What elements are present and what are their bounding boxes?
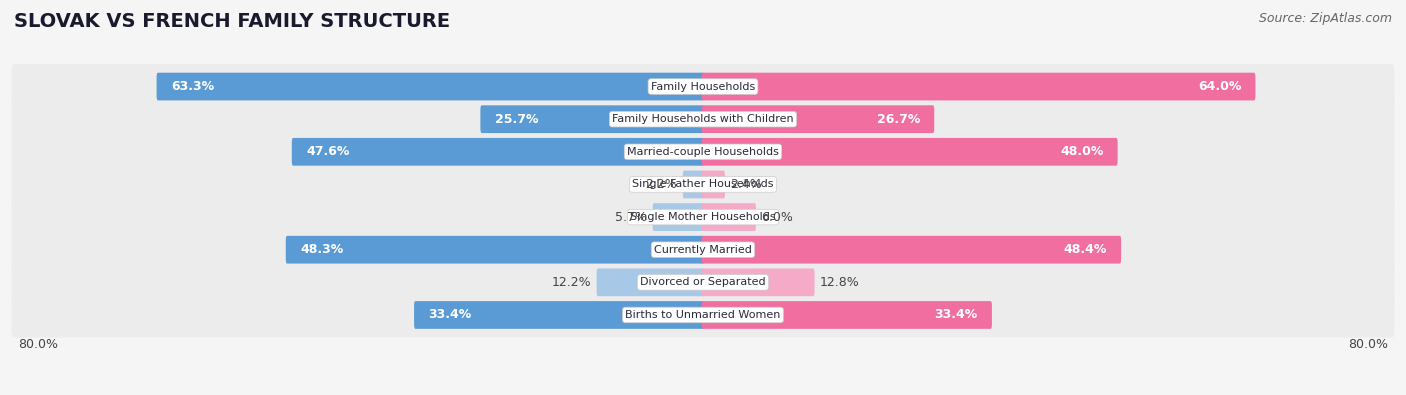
Text: SLOVAK VS FRENCH FAMILY STRUCTURE: SLOVAK VS FRENCH FAMILY STRUCTURE bbox=[14, 12, 450, 31]
FancyBboxPatch shape bbox=[702, 301, 991, 329]
Text: Currently Married: Currently Married bbox=[654, 245, 752, 255]
Text: 2.2%: 2.2% bbox=[645, 178, 678, 191]
FancyBboxPatch shape bbox=[702, 171, 725, 198]
Text: Source: ZipAtlas.com: Source: ZipAtlas.com bbox=[1258, 12, 1392, 25]
FancyBboxPatch shape bbox=[702, 203, 756, 231]
Text: 47.6%: 47.6% bbox=[307, 145, 349, 158]
Text: Married-couple Households: Married-couple Households bbox=[627, 147, 779, 157]
Text: Divorced or Separated: Divorced or Separated bbox=[640, 277, 766, 287]
Text: 26.7%: 26.7% bbox=[877, 113, 920, 126]
Text: 33.4%: 33.4% bbox=[429, 308, 471, 322]
FancyBboxPatch shape bbox=[11, 292, 1395, 337]
FancyBboxPatch shape bbox=[702, 269, 814, 296]
FancyBboxPatch shape bbox=[702, 105, 934, 133]
FancyBboxPatch shape bbox=[11, 129, 1395, 174]
FancyBboxPatch shape bbox=[702, 236, 1121, 263]
FancyBboxPatch shape bbox=[481, 105, 704, 133]
Text: 64.0%: 64.0% bbox=[1198, 80, 1241, 93]
FancyBboxPatch shape bbox=[11, 227, 1395, 272]
FancyBboxPatch shape bbox=[11, 162, 1395, 207]
FancyBboxPatch shape bbox=[285, 236, 704, 263]
FancyBboxPatch shape bbox=[11, 64, 1395, 109]
Text: 63.3%: 63.3% bbox=[170, 80, 214, 93]
Text: 48.0%: 48.0% bbox=[1060, 145, 1104, 158]
FancyBboxPatch shape bbox=[652, 203, 704, 231]
FancyBboxPatch shape bbox=[596, 269, 704, 296]
Text: 33.4%: 33.4% bbox=[935, 308, 977, 322]
Text: 6.0%: 6.0% bbox=[762, 211, 793, 224]
Text: 5.7%: 5.7% bbox=[614, 211, 647, 224]
Text: 80.0%: 80.0% bbox=[18, 339, 59, 352]
FancyBboxPatch shape bbox=[683, 171, 704, 198]
Text: 12.8%: 12.8% bbox=[820, 276, 860, 289]
FancyBboxPatch shape bbox=[702, 73, 1256, 100]
Text: Family Households with Children: Family Households with Children bbox=[612, 114, 794, 124]
Text: 80.0%: 80.0% bbox=[1347, 339, 1388, 352]
Text: 12.2%: 12.2% bbox=[551, 276, 591, 289]
Text: Single Father Households: Single Father Households bbox=[633, 179, 773, 190]
Text: Single Mother Households: Single Mother Households bbox=[630, 212, 776, 222]
FancyBboxPatch shape bbox=[702, 138, 1118, 166]
Text: 25.7%: 25.7% bbox=[495, 113, 538, 126]
Text: Births to Unmarried Women: Births to Unmarried Women bbox=[626, 310, 780, 320]
Text: 48.3%: 48.3% bbox=[299, 243, 343, 256]
FancyBboxPatch shape bbox=[156, 73, 704, 100]
Text: Family Households: Family Households bbox=[651, 81, 755, 92]
FancyBboxPatch shape bbox=[11, 260, 1395, 305]
FancyBboxPatch shape bbox=[415, 301, 704, 329]
Text: 2.4%: 2.4% bbox=[731, 178, 762, 191]
Text: 48.4%: 48.4% bbox=[1063, 243, 1107, 256]
FancyBboxPatch shape bbox=[292, 138, 704, 166]
FancyBboxPatch shape bbox=[11, 97, 1395, 142]
FancyBboxPatch shape bbox=[11, 195, 1395, 240]
